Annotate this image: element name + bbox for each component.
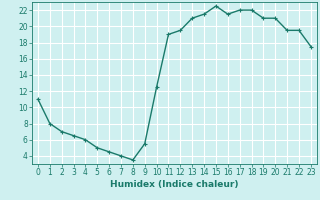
X-axis label: Humidex (Indice chaleur): Humidex (Indice chaleur) [110, 180, 239, 189]
